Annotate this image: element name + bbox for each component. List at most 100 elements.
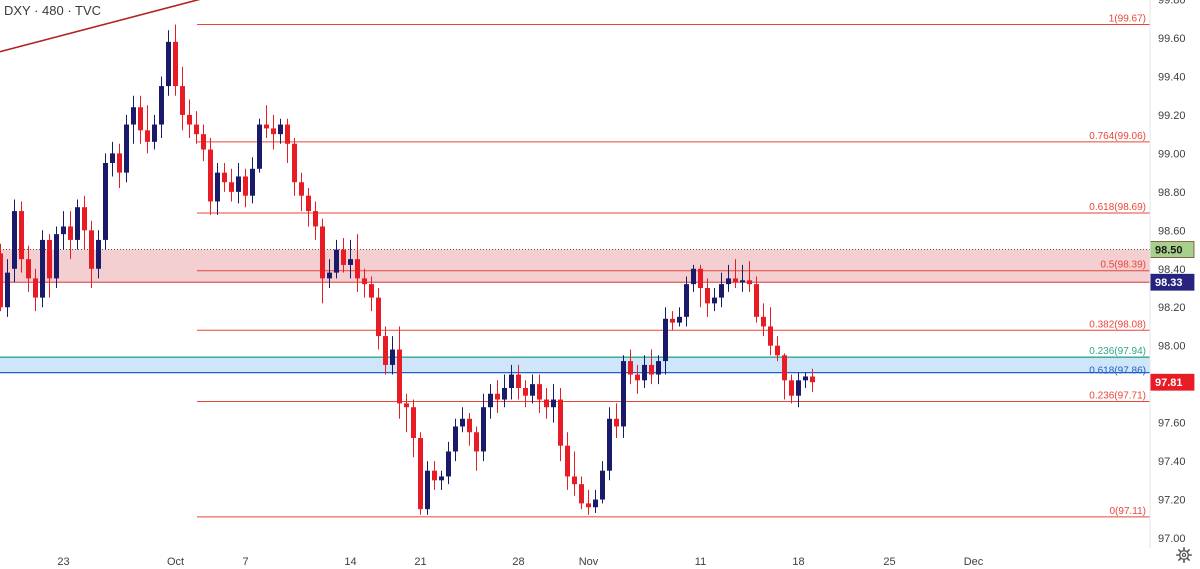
candle[interactable] xyxy=(425,461,430,515)
candle[interactable] xyxy=(145,105,150,154)
candle[interactable] xyxy=(75,199,80,250)
candle[interactable] xyxy=(670,311,675,331)
candle[interactable] xyxy=(810,368,815,392)
candle[interactable] xyxy=(474,426,479,471)
candle[interactable] xyxy=(782,353,787,400)
candle[interactable] xyxy=(656,355,661,385)
candle[interactable] xyxy=(222,163,227,192)
candle[interactable] xyxy=(747,261,752,292)
candle[interactable] xyxy=(663,307,668,375)
candle[interactable] xyxy=(12,199,17,283)
candle[interactable] xyxy=(33,268,38,312)
candle[interactable] xyxy=(558,388,563,462)
candle[interactable] xyxy=(68,211,73,260)
candle[interactable] xyxy=(453,418,458,462)
candle[interactable] xyxy=(614,403,619,438)
candle[interactable] xyxy=(208,138,213,215)
candle[interactable] xyxy=(131,95,136,144)
settings-gear-button[interactable] xyxy=(1174,545,1194,565)
candle[interactable] xyxy=(523,380,528,408)
candle[interactable] xyxy=(530,374,535,404)
candle[interactable] xyxy=(96,230,101,279)
candle[interactable] xyxy=(411,399,416,458)
candle[interactable] xyxy=(754,276,759,323)
candle[interactable] xyxy=(0,243,3,312)
candle[interactable] xyxy=(572,451,577,496)
candle[interactable] xyxy=(278,118,283,144)
candle[interactable] xyxy=(551,384,556,423)
candle[interactable] xyxy=(117,143,122,188)
candle[interactable] xyxy=(369,276,374,312)
candle[interactable] xyxy=(467,413,472,446)
candle[interactable] xyxy=(376,288,381,350)
candle[interactable] xyxy=(432,461,437,490)
candle[interactable] xyxy=(236,163,241,204)
candle[interactable] xyxy=(54,226,59,288)
candle[interactable] xyxy=(439,470,444,490)
candle[interactable] xyxy=(180,66,185,131)
candle[interactable] xyxy=(215,163,220,215)
candle[interactable] xyxy=(152,114,157,150)
candle[interactable] xyxy=(292,138,297,196)
candle[interactable] xyxy=(600,461,605,504)
candle[interactable] xyxy=(544,388,549,419)
candle[interactable] xyxy=(327,259,332,288)
candle[interactable] xyxy=(306,188,311,227)
candle[interactable] xyxy=(705,278,710,317)
candle[interactable] xyxy=(285,118,290,163)
price-axis[interactable]: 97.0097.2097.4097.6097.8098.0098.2098.40… xyxy=(1149,0,1200,569)
candle[interactable] xyxy=(397,326,402,419)
candle[interactable] xyxy=(684,276,689,327)
candle[interactable] xyxy=(628,349,633,385)
candle[interactable] xyxy=(89,220,94,288)
candle[interactable] xyxy=(649,349,654,385)
candle[interactable] xyxy=(516,364,521,400)
candle[interactable] xyxy=(775,336,780,362)
plot-area[interactable]: 1(99.67) 0.764(99.06) 0.618(98.69) 0.5(98.3… xyxy=(0,0,1150,518)
candle[interactable] xyxy=(481,393,486,462)
candle[interactable] xyxy=(5,259,10,317)
candle[interactable] xyxy=(586,489,591,515)
candle[interactable] xyxy=(635,364,640,394)
candle[interactable] xyxy=(796,372,801,408)
candle[interactable] xyxy=(502,374,507,408)
candle[interactable] xyxy=(803,372,808,388)
candle[interactable] xyxy=(537,374,542,413)
candle[interactable] xyxy=(488,384,493,419)
candle[interactable] xyxy=(383,326,388,375)
candle[interactable] xyxy=(201,124,206,162)
candle[interactable] xyxy=(642,355,647,388)
candle[interactable] xyxy=(250,157,255,204)
candle[interactable] xyxy=(740,264,745,292)
candle[interactable] xyxy=(313,201,318,240)
candle[interactable] xyxy=(194,111,199,144)
candle[interactable] xyxy=(698,264,703,308)
candle[interactable] xyxy=(460,407,465,433)
candle[interactable] xyxy=(82,195,87,250)
candle[interactable] xyxy=(271,114,276,150)
candle[interactable] xyxy=(26,245,31,292)
candle[interactable] xyxy=(565,432,570,490)
candle[interactable] xyxy=(712,288,717,312)
candle[interactable] xyxy=(110,141,115,177)
candle[interactable] xyxy=(264,105,269,138)
candle[interactable] xyxy=(348,239,353,279)
candle[interactable] xyxy=(761,303,766,337)
candle[interactable] xyxy=(173,24,178,96)
candle[interactable] xyxy=(446,441,451,485)
candle[interactable] xyxy=(19,201,24,273)
candle[interactable] xyxy=(726,264,731,292)
time-axis[interactable]: 23 Oct 7 14 21 28 Nov 11 18 25 Dec xyxy=(0,548,1200,569)
candle[interactable] xyxy=(768,307,773,356)
candle[interactable] xyxy=(362,268,367,298)
candle[interactable] xyxy=(243,168,248,208)
candle[interactable] xyxy=(341,238,346,273)
candle[interactable] xyxy=(509,364,514,400)
candle[interactable] xyxy=(390,336,395,375)
candle[interactable] xyxy=(719,272,724,308)
candle[interactable] xyxy=(621,355,626,438)
candle[interactable] xyxy=(418,432,423,515)
candle[interactable] xyxy=(334,239,339,279)
candle[interactable] xyxy=(495,380,500,413)
